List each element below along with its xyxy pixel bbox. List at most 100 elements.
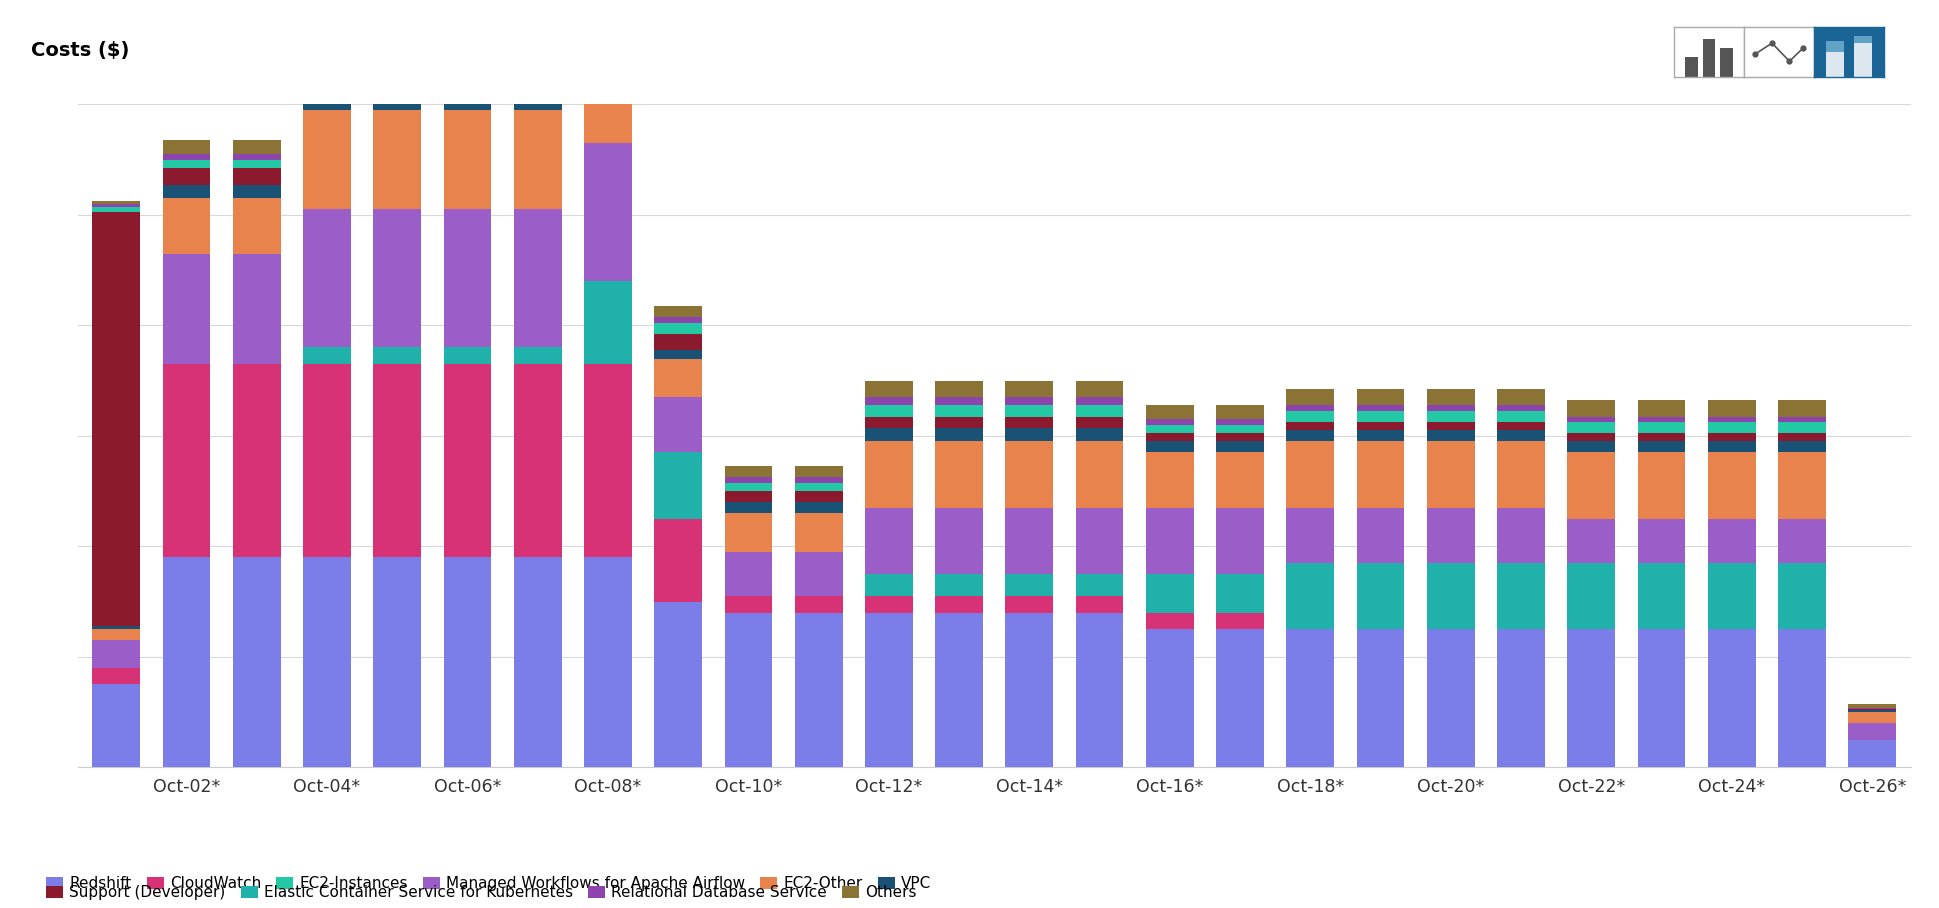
Bar [795,596,842,613]
Bar [1637,400,1685,417]
Bar [653,350,702,359]
Bar [1004,417,1053,428]
Bar [1074,613,1123,767]
Bar [372,94,421,110]
Bar [1497,422,1543,430]
Bar [1848,740,1894,767]
Bar [865,596,911,613]
Bar [1720,47,1732,77]
Bar [935,380,983,397]
Bar [1427,411,1474,422]
Bar [584,364,632,558]
Bar [795,513,842,552]
Bar [653,518,702,601]
Bar [514,364,560,558]
Bar [1216,508,1264,574]
Bar [1286,563,1334,629]
Bar [1286,411,1334,422]
Bar [1778,433,1825,441]
Bar [1685,56,1697,77]
Bar [653,333,702,350]
Bar [372,210,421,348]
Bar [1778,518,1825,563]
Bar [723,491,772,502]
Bar [163,558,209,767]
Bar [302,110,351,210]
Bar [233,154,281,160]
Bar [1706,518,1755,563]
Bar [1286,406,1334,411]
Bar [723,478,772,483]
Bar [1848,710,1894,712]
Bar [1216,452,1264,508]
Bar [372,348,421,364]
Bar [1216,574,1264,613]
Bar [372,77,421,94]
Bar [1567,400,1615,417]
Bar [302,348,351,364]
Bar [1497,389,1543,406]
Bar [93,212,140,627]
Bar [444,77,491,94]
Bar [865,508,911,574]
Bar [865,417,911,428]
Bar [1706,563,1755,629]
Bar [302,77,351,94]
Bar [1848,712,1894,723]
Bar [1146,425,1192,433]
Bar [795,483,842,491]
Bar [723,613,772,767]
Bar [302,60,351,77]
Bar [1637,518,1685,563]
Bar [723,552,772,596]
Bar [1146,441,1192,452]
Bar [653,452,702,518]
Bar [935,428,983,441]
Bar [302,52,351,60]
Bar [1074,406,1123,417]
Bar [1146,508,1192,574]
Bar [865,441,911,508]
Bar [1355,389,1404,406]
Bar [1355,508,1404,563]
Bar [163,198,209,253]
Bar [163,253,209,364]
Bar [233,141,281,154]
Bar [723,483,772,491]
Bar [1004,380,1053,397]
Bar [1146,574,1192,613]
Bar [935,574,983,596]
Bar [865,406,911,417]
Bar [1074,441,1123,508]
Bar [444,110,491,210]
Bar [723,513,772,552]
Bar [1706,629,1755,767]
Bar [653,359,702,397]
Bar [1497,430,1543,441]
Bar [1497,406,1543,411]
Bar [1567,629,1615,767]
Bar [93,207,140,212]
Bar [1778,400,1825,417]
Bar [584,281,632,364]
Bar [93,201,140,203]
Bar [302,558,351,767]
Bar [444,33,491,52]
Bar [372,558,421,767]
Bar [1825,52,1842,77]
Bar [1146,452,1192,508]
Bar [93,203,140,207]
Bar [935,406,983,417]
Bar [514,210,560,348]
Bar [1074,380,1123,397]
Bar [514,77,560,94]
Bar [584,22,632,143]
Bar [1146,629,1192,767]
Bar [1706,452,1755,518]
Bar [1074,508,1123,574]
Bar [233,558,281,767]
Bar [1637,563,1685,629]
Bar [584,0,632,5]
Bar [1637,452,1685,518]
Bar [653,317,702,322]
